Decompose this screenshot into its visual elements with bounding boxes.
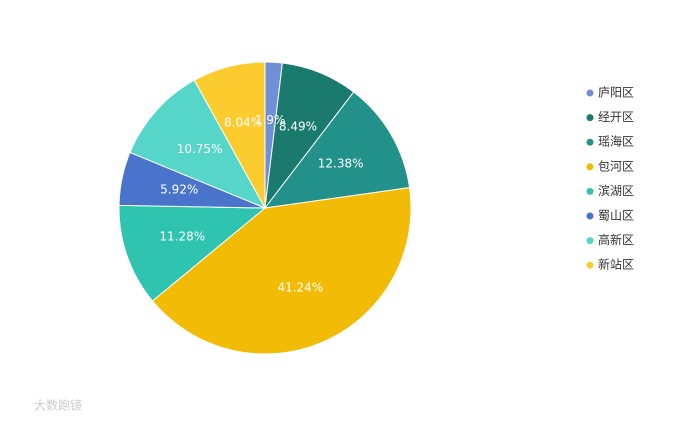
slice-label: 10.75% xyxy=(177,142,223,156)
pie-slice xyxy=(118,204,267,302)
legend-marker xyxy=(586,163,594,171)
legend-label: 滨湖区 xyxy=(598,183,634,198)
slice-label: 1.9% xyxy=(255,113,286,127)
watermark: 大数跑镜 xyxy=(34,398,82,413)
legend-marker xyxy=(586,187,594,195)
legend-marker xyxy=(586,261,594,269)
legend-marker xyxy=(586,114,594,122)
legend-marker xyxy=(586,138,594,146)
pie-slice xyxy=(193,61,266,209)
legend-marker xyxy=(586,89,594,97)
legend-label: 庐阳区 xyxy=(598,85,634,100)
legend-label: 新站区 xyxy=(598,257,634,272)
slice-label: 11.28% xyxy=(159,229,205,243)
slice-label: 12.38% xyxy=(318,156,364,170)
legend-label: 高新区 xyxy=(598,232,634,247)
slice-label: 41.24% xyxy=(277,281,323,295)
legend-label: 经开区 xyxy=(598,110,634,124)
legend-marker xyxy=(586,237,594,245)
pie-slice xyxy=(151,187,412,355)
slice-label: 8.04% xyxy=(224,116,262,130)
legend-label: 瑶海区 xyxy=(598,134,634,149)
pie-slice xyxy=(263,91,411,209)
slice-label: 8.49% xyxy=(279,119,317,133)
legend-marker xyxy=(586,212,594,220)
slice-label: 5.92% xyxy=(160,183,198,197)
legend-label: 包河区 xyxy=(598,159,634,173)
legend-label: 蜀山区 xyxy=(598,209,634,223)
pie-slice xyxy=(129,79,267,210)
